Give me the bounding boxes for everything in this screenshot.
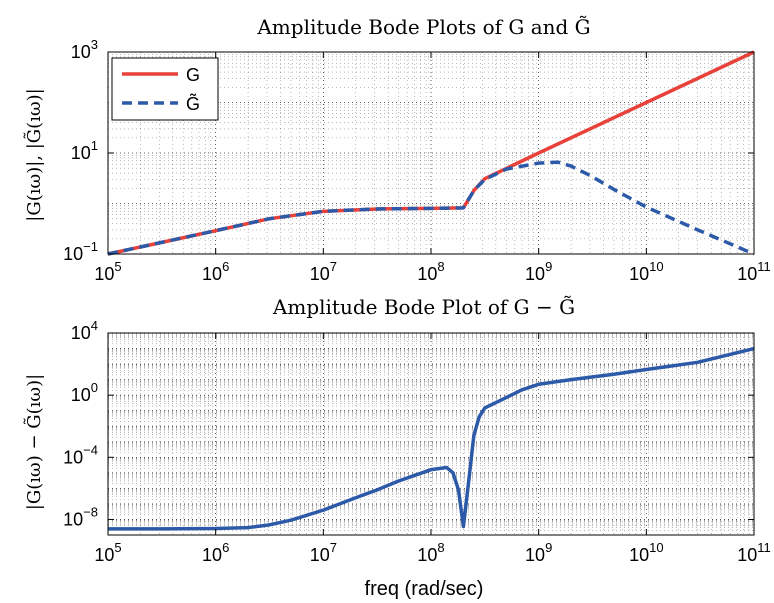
x-tick-label: 108 — [417, 259, 444, 284]
x-tick-label: 107 — [310, 259, 337, 284]
legend-label-g-tilde: G̃ — [186, 93, 200, 114]
x-tick-label: 105 — [94, 259, 121, 284]
x-tick-label: 1010 — [629, 540, 664, 565]
x-tick-label: 108 — [417, 540, 444, 565]
x-tick-label: 1010 — [629, 259, 664, 284]
y-tick-label: 10−4 — [63, 442, 98, 467]
top-chart-title: Amplitude Bode Plots of G and G̃ — [256, 15, 590, 39]
x-tick-label: 107 — [310, 540, 337, 565]
y-tick-label: 104 — [71, 318, 98, 343]
x-tick-label: 1011 — [737, 259, 771, 284]
x-tick-label: 109 — [525, 540, 552, 565]
top-y-axis-label: |G(ıω)|, |G̃(ıω)| — [23, 88, 45, 221]
bottom-axis-ticks: 105 106 107 108 109 1010 1011 10−8 10−4 100 104 — [63, 318, 771, 565]
y-tick-label: 100 — [71, 380, 98, 405]
series-line-0-1 — [107, 160, 755, 256]
y-tick-label: 10−1 — [63, 239, 98, 264]
legend-box — [111, 57, 219, 121]
x-tick-label: 106 — [202, 540, 229, 565]
series-line-1-0 — [108, 346, 755, 531]
legend: G G̃ — [111, 57, 219, 121]
y-tick-label: 103 — [71, 37, 98, 62]
bottom-grid — [108, 333, 754, 535]
top-series-layer — [107, 50, 755, 256]
bottom-series-layer — [108, 346, 755, 531]
top-grid — [108, 52, 754, 254]
y-tick-label: 10−8 — [63, 504, 98, 529]
bottom-chart-title: Amplitude Bode Plot of G − G̃ — [272, 295, 575, 319]
x-tick-label: 1011 — [737, 540, 771, 565]
y-tick-label: 101 — [71, 138, 98, 163]
legend-label-g: G — [186, 65, 200, 85]
top-axis-ticks: 105 106 107 108 109 1010 1011 10−1 101 103 — [63, 37, 771, 284]
bottom-x-axis-label: freq (rad/sec) — [365, 578, 484, 600]
top-bode-panel: Amplitude Bode Plots of G and G̃ |G(ıω)|… — [23, 15, 771, 284]
x-tick-label: 106 — [202, 259, 229, 284]
bottom-y-axis-label: |G(ıω) − G̃(ıω)| — [23, 374, 45, 510]
bottom-bode-panel: Amplitude Bode Plot of G − G̃ |G(ıω) − G… — [23, 295, 771, 600]
x-tick-label: 109 — [525, 259, 552, 284]
x-tick-label: 105 — [94, 540, 121, 565]
